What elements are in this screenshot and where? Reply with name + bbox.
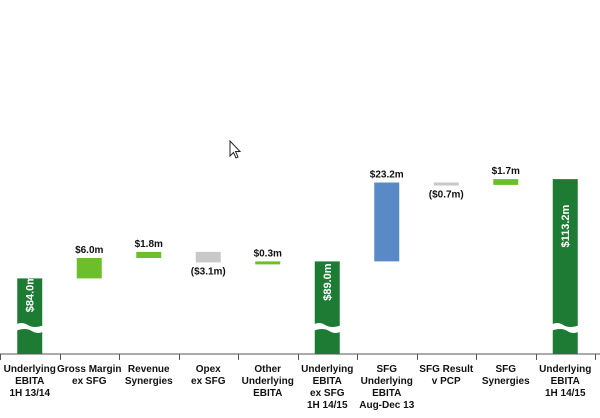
value-label-6: $89.0m — [322, 263, 334, 301]
bar-3 — [136, 251, 162, 258]
value-label-8: ($0.7m) — [429, 190, 464, 201]
value-label-9: $1.7m — [492, 166, 520, 177]
category-label-7: SFG Underlying EBITA Aug-Dec 13 — [359, 364, 414, 411]
category-label-2: Gross Margin ex SFG — [57, 364, 121, 387]
bar-2 — [76, 258, 102, 279]
value-label-3: $1.8m — [135, 239, 163, 250]
bar-1 — [17, 278, 43, 354]
category-label-9: SFG Synergies — [482, 364, 530, 387]
axis-break-mark-1 — [15, 323, 45, 333]
bar-6 — [314, 261, 340, 354]
mouse-cursor-icon — [229, 139, 242, 159]
axis-break-mark-6 — [312, 323, 342, 333]
axis-break-mark-10 — [550, 323, 580, 333]
value-label-5: $0.3m — [254, 248, 282, 259]
bar-4 — [195, 251, 221, 263]
category-label-6: Underlying EBITA ex SFG 1H 14/15 — [301, 364, 353, 411]
bars-layer — [15, 179, 580, 354]
bar-5 — [255, 261, 281, 265]
value-label-10: $113.2m — [560, 204, 572, 247]
category-label-3: Revenue Synergies — [125, 364, 173, 387]
category-label-5: Other Underlying EBITA — [242, 364, 294, 399]
bar-8 — [433, 182, 459, 186]
category-label-1: Underlying EBITA 1H 13/14 — [4, 364, 56, 399]
category-label-8: SFG Result v PCP — [419, 364, 474, 387]
category-label-10: Underlying EBITA 1H 14/15 — [539, 364, 591, 399]
value-labels-layer: $84.0m $6.0m $1.8m ($3.1m) $0.3m $89.0m $23.2m… — [25, 166, 573, 312]
value-label-7: $23.2m — [370, 170, 404, 181]
category-label-4: Opex ex SFG — [191, 364, 226, 387]
bar-7 — [374, 182, 400, 262]
value-label-4: ($3.1m) — [191, 266, 226, 277]
value-label-1: $84.0m — [25, 275, 37, 313]
bar-9 — [493, 179, 519, 185]
value-label-2: $6.0m — [75, 245, 103, 256]
